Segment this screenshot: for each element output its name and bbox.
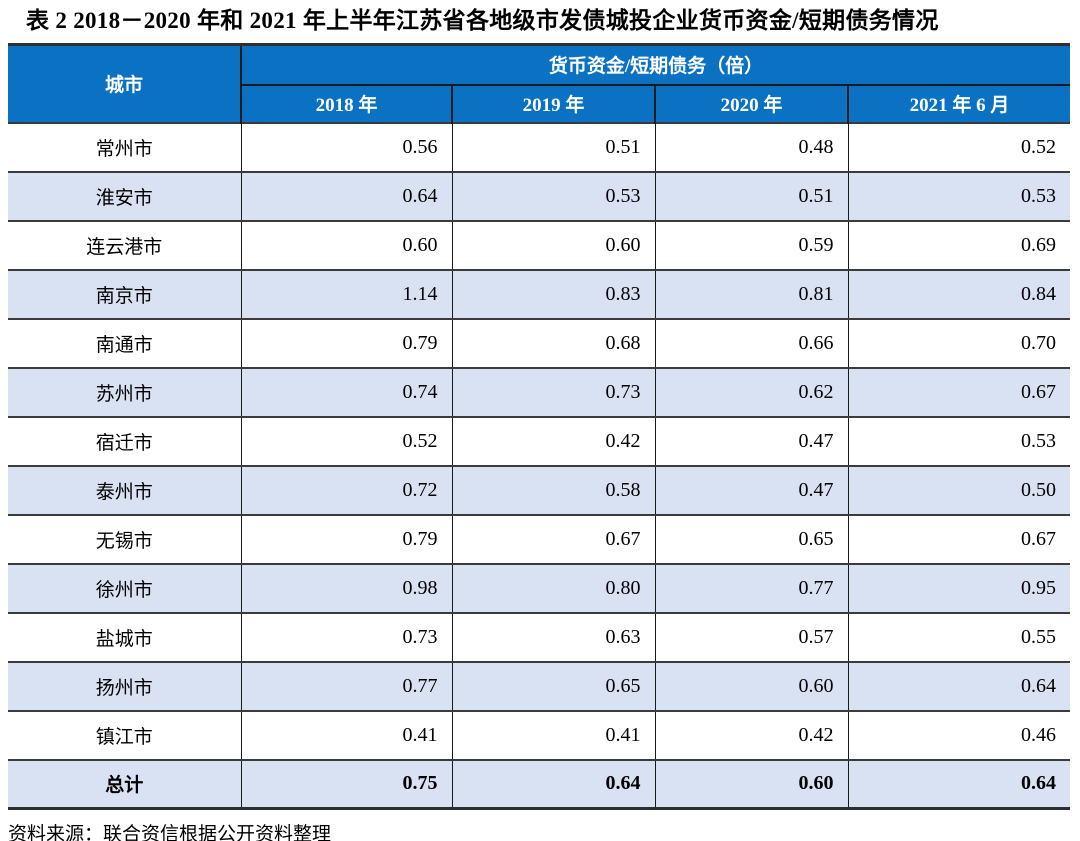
column-header-city: 城市	[8, 44, 241, 123]
city-name-cell: 苏州市	[8, 366, 241, 417]
city-name-cell: 泰州市	[8, 464, 241, 515]
value-cell: 0.83	[451, 268, 655, 319]
table-row: 盐城市 0.73 0.63 0.57 0.55	[8, 611, 1071, 662]
value-cell: 0.79	[240, 513, 452, 564]
value-cell: 0.48	[654, 121, 848, 172]
column-header-group: 货币资金/短期债务（倍）	[239, 44, 1071, 86]
value-cell: 0.62	[654, 366, 848, 417]
value-cell: 0.77	[240, 660, 452, 711]
value-cell: 0.95	[847, 562, 1071, 613]
column-header-2020: 2020 年	[654, 84, 848, 123]
value-cell: 0.70	[847, 317, 1071, 368]
value-cell: 0.41	[240, 709, 452, 760]
value-cell: 0.51	[654, 170, 848, 221]
value-cell: 0.53	[847, 170, 1071, 221]
value-cell: 0.60	[451, 219, 655, 270]
city-name-cell: 淮安市	[8, 170, 241, 221]
table-row: 淮安市 0.64 0.53 0.51 0.53	[8, 170, 1071, 221]
value-cell: 0.84	[847, 268, 1071, 319]
value-cell: 0.77	[654, 562, 848, 613]
city-name-cell: 徐州市	[8, 562, 241, 613]
value-cell: 0.52	[847, 121, 1071, 172]
value-cell: 0.60	[240, 219, 452, 270]
value-cell: 0.53	[847, 415, 1071, 466]
value-cell: 0.66	[654, 317, 848, 368]
column-header-2018: 2018 年	[240, 84, 452, 123]
value-cell: 0.41	[451, 709, 655, 760]
value-cell: 0.73	[451, 366, 655, 417]
value-cell: 0.42	[451, 415, 655, 466]
value-cell: 0.46	[847, 709, 1071, 760]
value-cell: 0.53	[451, 170, 655, 221]
value-cell: 0.68	[451, 317, 655, 368]
value-cell: 0.52	[240, 415, 452, 466]
value-cell: 0.50	[847, 464, 1071, 515]
value-cell: 0.60	[654, 660, 848, 711]
value-cell: 0.74	[240, 366, 452, 417]
value-cell: 0.79	[240, 317, 452, 368]
header-row-years: 2018 年 2019 年 2020 年 2021 年 6 月	[8, 84, 1071, 123]
city-name-cell: 扬州市	[8, 660, 241, 711]
table-row: 扬州市 0.77 0.65 0.60 0.64	[8, 660, 1071, 711]
value-cell: 0.65	[654, 513, 848, 564]
table-row: 宿迁市 0.52 0.42 0.47 0.53	[8, 415, 1071, 466]
city-name-cell: 宿迁市	[8, 415, 241, 466]
city-name-cell: 连云港市	[8, 219, 241, 270]
value-cell: 0.64	[451, 758, 655, 809]
value-cell: 0.67	[451, 513, 655, 564]
table-title: 表 2 2018－2020 年和 2021 年上半年江苏省各地级市发债城投企业货…	[26, 8, 939, 33]
value-cell: 0.64	[240, 170, 452, 221]
value-cell: 0.57	[654, 611, 848, 662]
money-funds-debt-table: 城市 货币资金/短期债务（倍） 2018 年 2019 年 2020 年 202…	[8, 43, 1071, 810]
value-cell: 0.56	[240, 121, 452, 172]
value-cell: 0.81	[654, 268, 848, 319]
value-cell: 1.14	[240, 268, 452, 319]
value-cell: 0.64	[847, 660, 1071, 711]
value-cell: 0.63	[451, 611, 655, 662]
value-cell: 0.72	[240, 464, 452, 515]
source-note: 资料来源：联合资信根据公开资料整理	[8, 824, 332, 841]
city-name-cell: 镇江市	[8, 709, 241, 760]
value-cell: 0.67	[847, 366, 1071, 417]
value-cell: 0.67	[847, 513, 1071, 564]
column-header-2019: 2019 年	[451, 84, 655, 123]
table-row: 连云港市 0.60 0.60 0.59 0.69	[8, 219, 1071, 270]
table-header: 城市 货币资金/短期债务（倍） 2018 年 2019 年 2020 年 202…	[8, 44, 1071, 123]
value-cell: 0.55	[847, 611, 1071, 662]
value-cell: 0.47	[654, 464, 848, 515]
city-name-cell: 盐城市	[8, 611, 241, 662]
table-row: 南京市 1.14 0.83 0.81 0.84	[8, 268, 1071, 319]
value-cell: 0.58	[451, 464, 655, 515]
value-cell: 0.80	[451, 562, 655, 613]
value-cell: 0.65	[451, 660, 655, 711]
value-cell: 0.47	[654, 415, 848, 466]
city-name-cell: 南通市	[8, 317, 241, 368]
value-cell: 0.98	[240, 562, 452, 613]
table-row: 泰州市 0.72 0.58 0.47 0.50	[8, 464, 1071, 515]
value-cell: 0.51	[451, 121, 655, 172]
value-cell: 0.75	[240, 758, 452, 809]
value-cell: 0.69	[847, 219, 1071, 270]
value-cell: 0.64	[847, 758, 1071, 809]
city-name-cell: 常州市	[8, 121, 241, 172]
table-row: 苏州市 0.74 0.73 0.62 0.67	[8, 366, 1071, 417]
table-row: 镇江市 0.41 0.41 0.42 0.46	[8, 709, 1071, 760]
value-cell: 0.42	[654, 709, 848, 760]
table-row: 南通市 0.79 0.68 0.66 0.70	[8, 317, 1071, 368]
city-name-cell: 南京市	[8, 268, 241, 319]
column-header-2021-06: 2021 年 6 月	[846, 84, 1071, 123]
total-label-cell: 总计	[8, 758, 241, 809]
table-row: 常州市 0.56 0.51 0.48 0.52	[8, 121, 1071, 172]
total-row: 总计 0.75 0.64 0.60 0.64	[8, 758, 1071, 809]
table-row: 无锡市 0.79 0.67 0.65 0.67	[8, 513, 1071, 564]
table-row: 徐州市 0.98 0.80 0.77 0.95	[8, 562, 1071, 613]
table-body: 常州市 0.56 0.51 0.48 0.52 淮安市 0.64 0.53 0.51 0.53 连云…	[8, 121, 1071, 809]
header-row-group: 城市 货币资金/短期债务（倍）	[8, 44, 1071, 123]
value-cell: 0.60	[654, 758, 848, 809]
value-cell: 0.59	[654, 219, 848, 270]
value-cell: 0.73	[240, 611, 452, 662]
city-name-cell: 无锡市	[8, 513, 241, 564]
